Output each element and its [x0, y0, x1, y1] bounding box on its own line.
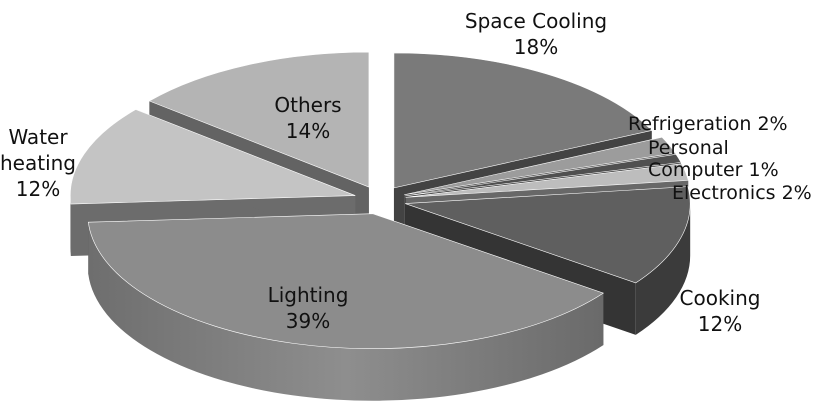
slice-cooking-side [635, 203, 691, 335]
label-electronics-line-0: Electronics 2% [672, 182, 812, 204]
label-refrigeration-line-0: Refrigeration 2% [628, 113, 788, 135]
slice-cooking [405, 186, 691, 284]
label-others: Others 14% [274, 93, 341, 143]
label-lighting: Lighting 39% [268, 283, 349, 333]
label-space-cooling-line-0: Space Cooling [465, 9, 607, 33]
label-water-heating: Water heating 12% [0, 125, 76, 201]
slice-tops [70, 51, 691, 350]
label-cooking-line-0: Cooking [680, 286, 761, 310]
slice-refrigeration [404, 136, 676, 196]
label-refrigeration: Refrigeration 2% [628, 113, 788, 135]
slice-water-heating-side [70, 195, 71, 257]
label-cooking: Cooking 12% [680, 286, 761, 336]
label-personal-computer-line-1: Computer 1% [648, 159, 779, 181]
label-water-heating-line-1: heating [0, 151, 76, 175]
label-space-cooling-line-1: 18% [514, 35, 558, 59]
label-others-line-1: 14% [286, 119, 330, 143]
label-personal-computer-line-0: Personal [648, 137, 729, 159]
slice-space-cooling [393, 52, 653, 189]
label-lighting-line-1: 39% [286, 309, 330, 333]
slice-labels: Space Cooling 18% Refrigeration 2%Personal… [0, 9, 812, 336]
label-water-heating-line-0: Water [8, 125, 68, 149]
slice-personal-computer [404, 153, 682, 197]
label-space-cooling: Space Cooling 18% [465, 9, 607, 59]
slice-lighting-side [88, 222, 604, 401]
slice-electronics [405, 163, 689, 198]
label-lighting-line-0: Lighting [268, 283, 349, 307]
label-cooking-line-1: 12% [698, 312, 742, 336]
label-personal-computer: Personal Computer 1% [648, 137, 779, 181]
label-electronics: Electronics 2% [672, 182, 812, 204]
label-water-heating-line-2: 12% [16, 177, 60, 201]
slice-lighting [87, 213, 604, 350]
slice-water-heating [70, 109, 356, 205]
slice-others [148, 51, 370, 188]
label-others-line-0: Others [274, 93, 341, 117]
